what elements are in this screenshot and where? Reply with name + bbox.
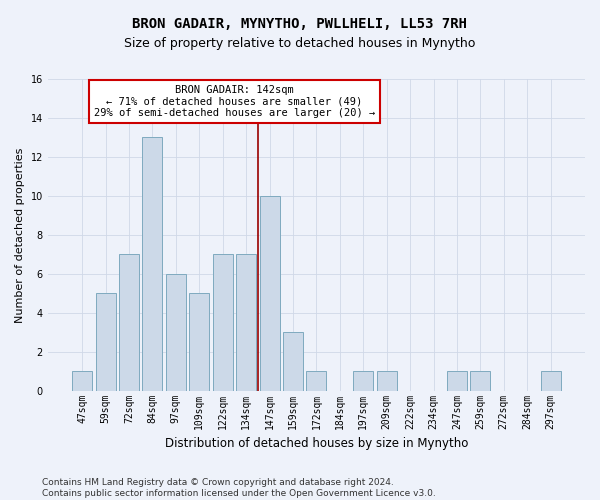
Bar — [166, 274, 186, 390]
Bar — [260, 196, 280, 390]
Bar — [213, 254, 233, 390]
Bar — [377, 371, 397, 390]
Bar — [236, 254, 256, 390]
Bar — [353, 371, 373, 390]
Bar — [190, 294, 209, 390]
Text: BRON GADAIR, MYNYTHO, PWLLHELI, LL53 7RH: BRON GADAIR, MYNYTHO, PWLLHELI, LL53 7RH — [133, 18, 467, 32]
Bar — [72, 371, 92, 390]
Text: BRON GADAIR: 142sqm
← 71% of detached houses are smaller (49)
29% of semi-detach: BRON GADAIR: 142sqm ← 71% of detached ho… — [94, 85, 375, 118]
Bar — [283, 332, 303, 390]
Bar — [142, 138, 163, 390]
X-axis label: Distribution of detached houses by size in Mynytho: Distribution of detached houses by size … — [165, 437, 468, 450]
Text: Size of property relative to detached houses in Mynytho: Size of property relative to detached ho… — [124, 38, 476, 51]
Bar — [119, 254, 139, 390]
Y-axis label: Number of detached properties: Number of detached properties — [15, 147, 25, 322]
Bar — [95, 294, 116, 390]
Bar — [447, 371, 467, 390]
Bar — [307, 371, 326, 390]
Text: Contains HM Land Registry data © Crown copyright and database right 2024.
Contai: Contains HM Land Registry data © Crown c… — [42, 478, 436, 498]
Bar — [541, 371, 560, 390]
Bar — [470, 371, 490, 390]
